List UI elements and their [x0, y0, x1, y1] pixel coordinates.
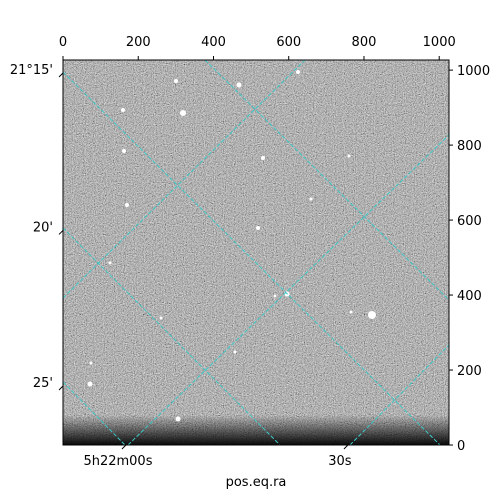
dec-tick: [58, 72, 64, 78]
dec-tick-label: 21°15': [10, 63, 53, 78]
sky-image: [63, 60, 449, 445]
frame: [62, 59, 450, 446]
y-tick-label: 800: [457, 139, 482, 154]
dec-tick: [58, 230, 64, 235]
y-tick-label: 200: [457, 364, 482, 379]
axes: 0 200 400 600 800 1000 0 200 400 600 800 1000 21°15'…: [10, 35, 490, 469]
ra-tick: [121, 444, 127, 450]
ra-tick-label: 5h22m00s: [83, 454, 152, 469]
x-axis-label: pos.eq.ra: [226, 475, 287, 490]
y-tick-label: 0: [457, 439, 465, 454]
x-tick-label: 800: [352, 35, 377, 50]
y-tick-label: 400: [457, 289, 482, 304]
dec-tick-label: 25': [33, 376, 53, 391]
y-tick-label: 1000: [457, 64, 490, 79]
ra-tick: [343, 444, 349, 450]
y-tick-label: 600: [457, 214, 482, 229]
x-tick-label: 200: [126, 35, 151, 50]
x-tick-label: 0: [59, 35, 67, 50]
x-tick-label: 400: [201, 35, 226, 50]
x-tick-label: 600: [276, 35, 301, 50]
ra-tick-label: 30s: [328, 454, 352, 469]
dec-tick: [58, 385, 64, 391]
dec-tick-label: 20': [33, 220, 53, 235]
x-tick-label: 1000: [423, 35, 456, 50]
